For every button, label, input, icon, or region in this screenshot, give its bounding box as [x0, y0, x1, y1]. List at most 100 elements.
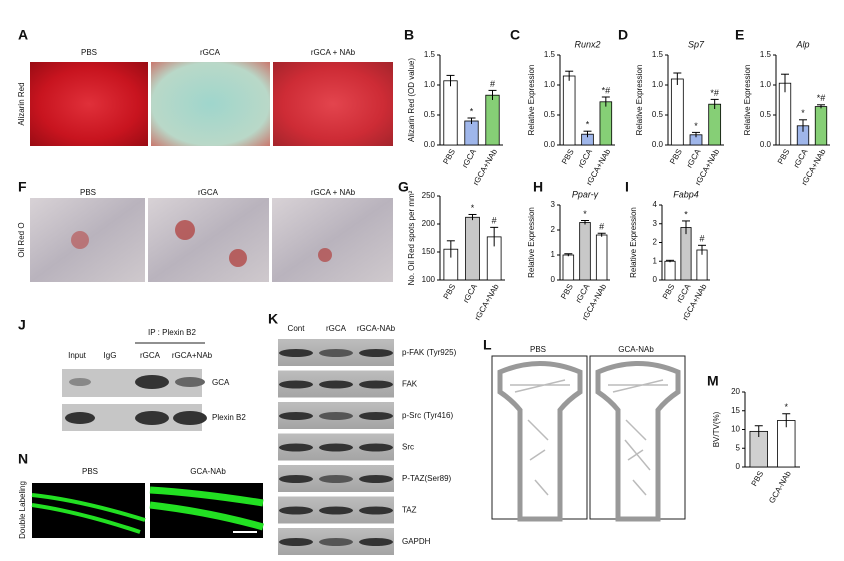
- column-label: rGCA: [140, 351, 161, 360]
- y-axis-label: Relative Expression: [635, 65, 644, 136]
- y-tick-label: 0: [653, 275, 658, 284]
- y-tick-label: 1.0: [544, 80, 556, 89]
- x-tick-label: rGCA: [685, 147, 703, 169]
- band: [359, 380, 393, 389]
- y-tick-label: 1.0: [760, 80, 772, 89]
- band: [173, 411, 207, 425]
- row-label: GCA: [212, 378, 230, 387]
- panel-letter: L: [483, 337, 492, 353]
- stain-spot: [175, 220, 195, 240]
- y-axis-label: Alizarin Red (OD value): [407, 58, 416, 142]
- y-tick-label: 1.0: [652, 80, 664, 89]
- band: [359, 443, 393, 452]
- bar: [777, 420, 796, 468]
- row-label: Src: [402, 443, 414, 452]
- row-label: P-TAZ(Ser89): [402, 474, 452, 483]
- chart-title: Fabp4: [673, 189, 699, 199]
- y-tick-label: 0.5: [544, 110, 556, 119]
- panel-letter: E: [735, 27, 744, 43]
- significance: #: [490, 79, 495, 89]
- y-tick-label: 0.0: [424, 140, 436, 149]
- x-tick-label: GCA-NAb: [767, 469, 793, 505]
- trabecula: [510, 379, 570, 496]
- row-label: Oil Red O: [17, 222, 26, 257]
- panel-letter: J: [18, 317, 26, 333]
- significance: *: [694, 121, 698, 131]
- significance: *#: [602, 85, 611, 95]
- panel-letter: G: [398, 179, 409, 195]
- y-tick-label: 0: [551, 275, 556, 284]
- column-label: GCA-NAb: [618, 345, 654, 354]
- row-label: TAZ: [402, 506, 417, 515]
- significance: *#: [817, 93, 826, 103]
- row-label: GAPDH: [402, 537, 431, 546]
- y-axis-label: Relative Expression: [527, 207, 536, 278]
- y-tick-label: 1: [551, 250, 556, 259]
- x-tick-label: rGCA: [576, 147, 594, 169]
- x-tick-label: rGCA: [460, 147, 478, 169]
- y-tick-label: 2: [551, 225, 556, 234]
- column-label: rGCA: [200, 48, 221, 57]
- column-label: Input: [68, 351, 87, 360]
- chart-title: Alp: [795, 39, 809, 49]
- column-label: PBS: [81, 48, 97, 57]
- y-tick-label: 15: [731, 406, 740, 415]
- significance: *: [470, 106, 474, 116]
- row-label: Plexin B2: [212, 413, 246, 422]
- bar: [778, 82, 792, 146]
- significance: *#: [710, 88, 719, 98]
- y-tick-label: 5: [736, 443, 741, 452]
- y-axis-label: Relative Expression: [629, 207, 638, 278]
- y-tick-label: 0.5: [652, 110, 664, 119]
- panel-letter: D: [618, 27, 628, 43]
- bar: [579, 222, 591, 281]
- x-tick-label: rGCA: [792, 147, 810, 169]
- micrograph: [273, 62, 393, 146]
- bar: [595, 234, 608, 281]
- y-tick-label: 3: [653, 219, 658, 228]
- row-label: p-Src (Tyr416): [402, 411, 453, 420]
- column-label: rGCA-NAb: [357, 324, 396, 333]
- column-label: GCA-NAb: [190, 467, 226, 476]
- row-label: Alizarin Red: [17, 82, 26, 125]
- x-tick-label: PBS: [559, 283, 575, 301]
- bar: [443, 80, 458, 146]
- y-tick-label: 100: [422, 275, 436, 284]
- y-tick-label: 1.0: [424, 80, 436, 89]
- x-tick-label: PBS: [776, 148, 792, 166]
- column-label: rGCA + NAb: [311, 188, 356, 197]
- column-label: rGCA: [326, 324, 347, 333]
- column-label: rGCA+NAb: [172, 351, 213, 360]
- band: [319, 380, 353, 389]
- x-tick-label: PBS: [750, 470, 766, 488]
- y-tick-label: 2: [653, 238, 658, 247]
- y-tick-label: 0.5: [424, 110, 436, 119]
- y-tick-label: 0.0: [544, 140, 556, 149]
- significance: #: [699, 234, 704, 244]
- band: [319, 443, 353, 452]
- bar: [670, 78, 684, 146]
- panel-letter: K: [268, 311, 278, 327]
- x-tick-label: PBS: [661, 283, 677, 301]
- chart-title: Sp7: [688, 39, 705, 49]
- column-label: PBS: [530, 345, 546, 354]
- bar: [464, 120, 479, 146]
- ip-label: IP : Plexin B2: [148, 328, 196, 337]
- significance: *: [586, 120, 590, 130]
- band: [359, 349, 393, 357]
- stain-spot: [71, 231, 89, 249]
- chart-title: Ppar-γ: [572, 189, 599, 199]
- bar: [465, 216, 480, 281]
- row-label: p-FAK (Tyr925): [402, 348, 457, 357]
- band: [279, 506, 313, 515]
- x-tick-label: PBS: [442, 283, 458, 301]
- band: [359, 538, 393, 546]
- significance: *: [583, 209, 587, 219]
- band: [359, 506, 393, 515]
- y-tick-label: 1: [653, 256, 658, 265]
- y-tick-label: 1.5: [424, 50, 436, 59]
- band: [279, 349, 313, 357]
- y-tick-label: 10: [731, 425, 740, 434]
- row-label: Double Labeling: [18, 481, 27, 539]
